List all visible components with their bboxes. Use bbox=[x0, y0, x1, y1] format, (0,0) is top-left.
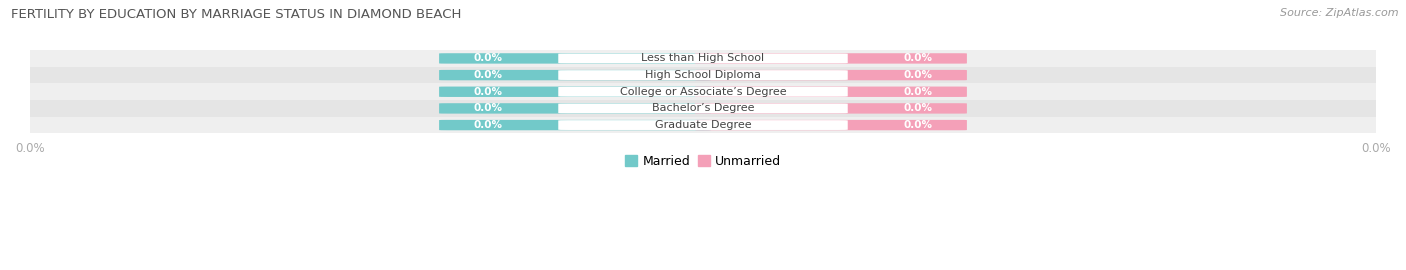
Text: 0.0%: 0.0% bbox=[472, 53, 502, 63]
Text: 0.0%: 0.0% bbox=[904, 120, 934, 130]
FancyBboxPatch shape bbox=[695, 70, 967, 80]
Text: FERTILITY BY EDUCATION BY MARRIAGE STATUS IN DIAMOND BEACH: FERTILITY BY EDUCATION BY MARRIAGE STATU… bbox=[11, 8, 461, 21]
Bar bbox=[30, 100, 1376, 117]
FancyBboxPatch shape bbox=[439, 103, 711, 114]
FancyBboxPatch shape bbox=[695, 120, 967, 130]
FancyBboxPatch shape bbox=[439, 53, 711, 64]
FancyBboxPatch shape bbox=[558, 103, 848, 113]
Bar bbox=[30, 50, 1376, 67]
FancyBboxPatch shape bbox=[439, 70, 711, 80]
Text: Bachelor’s Degree: Bachelor’s Degree bbox=[652, 103, 754, 113]
Text: 0.0%: 0.0% bbox=[472, 70, 502, 80]
FancyBboxPatch shape bbox=[695, 103, 967, 114]
Text: 0.0%: 0.0% bbox=[904, 70, 934, 80]
Text: 0.0%: 0.0% bbox=[472, 103, 502, 113]
FancyBboxPatch shape bbox=[439, 120, 711, 130]
FancyBboxPatch shape bbox=[558, 53, 848, 63]
Bar bbox=[30, 117, 1376, 133]
Text: 0.0%: 0.0% bbox=[904, 87, 934, 97]
FancyBboxPatch shape bbox=[439, 87, 711, 97]
Text: Source: ZipAtlas.com: Source: ZipAtlas.com bbox=[1281, 8, 1399, 18]
Text: 0.0%: 0.0% bbox=[472, 87, 502, 97]
FancyBboxPatch shape bbox=[558, 70, 848, 80]
Bar bbox=[30, 83, 1376, 100]
Text: Less than High School: Less than High School bbox=[641, 53, 765, 63]
FancyBboxPatch shape bbox=[695, 53, 967, 64]
Text: Graduate Degree: Graduate Degree bbox=[655, 120, 751, 130]
Legend: Married, Unmarried: Married, Unmarried bbox=[620, 150, 786, 173]
Bar bbox=[30, 67, 1376, 83]
FancyBboxPatch shape bbox=[695, 87, 967, 97]
Text: College or Associate’s Degree: College or Associate’s Degree bbox=[620, 87, 786, 97]
FancyBboxPatch shape bbox=[558, 87, 848, 97]
FancyBboxPatch shape bbox=[558, 120, 848, 130]
Text: 0.0%: 0.0% bbox=[472, 120, 502, 130]
Text: 0.0%: 0.0% bbox=[904, 103, 934, 113]
Text: High School Diploma: High School Diploma bbox=[645, 70, 761, 80]
Text: 0.0%: 0.0% bbox=[904, 53, 934, 63]
